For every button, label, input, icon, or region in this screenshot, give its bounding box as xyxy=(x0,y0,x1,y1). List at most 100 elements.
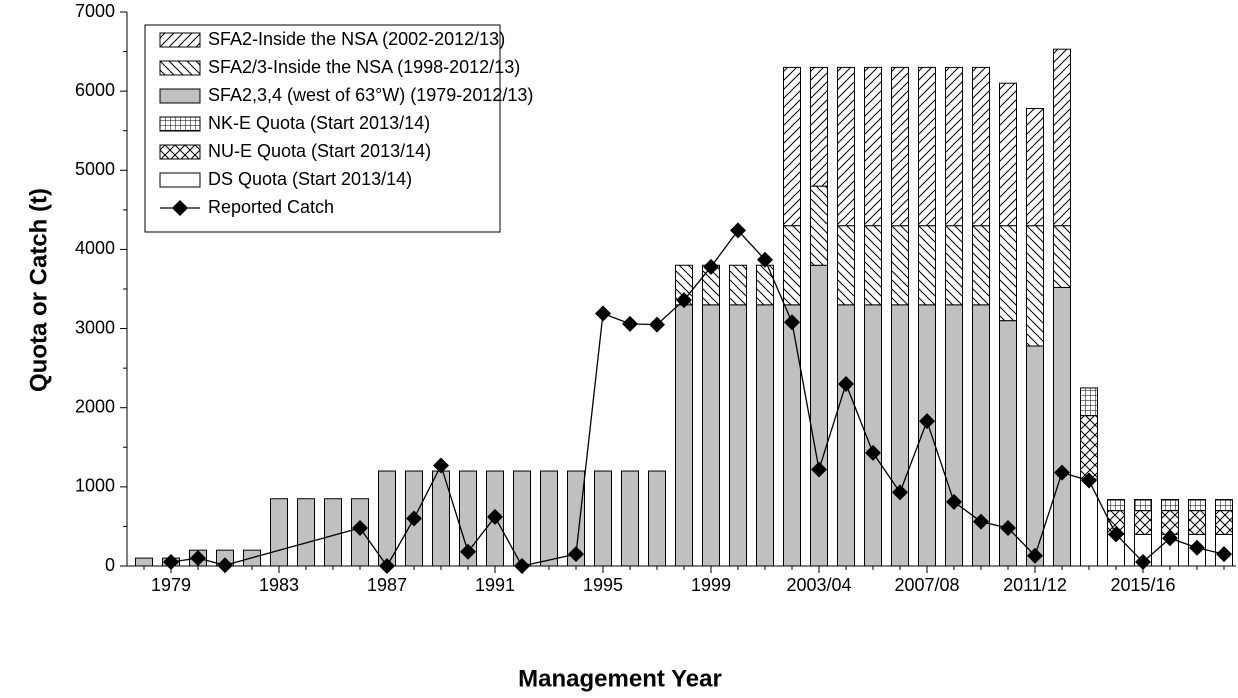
bar-segment xyxy=(1188,499,1206,512)
catch-marker xyxy=(1054,464,1070,481)
y-tick-label: 2000 xyxy=(75,396,115,416)
catch-marker xyxy=(730,222,746,239)
catch-line-segment xyxy=(683,266,712,301)
catch-line-segment xyxy=(1007,527,1036,557)
bar-segment xyxy=(648,470,666,567)
catch-marker xyxy=(1135,554,1151,571)
bar-segment xyxy=(918,66,936,227)
legend-swatch xyxy=(159,88,201,104)
bar-segment xyxy=(783,304,801,567)
catch-line-segment xyxy=(899,420,928,493)
bar-segment xyxy=(783,66,801,227)
catch-line-segment xyxy=(791,322,820,470)
x-tick-label: 2015/16 xyxy=(1110,575,1175,595)
legend-swatch xyxy=(159,116,201,132)
bar-segment xyxy=(999,225,1017,322)
legend-swatch xyxy=(159,60,201,76)
x-tick-label: 1983 xyxy=(259,575,299,595)
legend-label: SFA2-Inside the NSA (2002-2012/13) xyxy=(208,29,505,49)
bar-segment xyxy=(513,470,531,567)
y-tick-label: 0 xyxy=(105,555,115,575)
bar-segment xyxy=(1134,510,1152,535)
catch-marker xyxy=(784,314,800,331)
bar-segment xyxy=(1107,499,1125,512)
catch-marker xyxy=(163,554,179,571)
bar-segment xyxy=(837,225,855,306)
catch-marker xyxy=(352,520,368,537)
bar-segment xyxy=(1026,345,1044,567)
legend-label: DS Quota (Start 2013/14) xyxy=(208,169,412,189)
catch-line-segment xyxy=(386,518,415,567)
x-tick-label: 2011/12 xyxy=(1003,575,1067,595)
bar-segment xyxy=(1215,499,1233,512)
legend-box xyxy=(144,24,501,233)
legend-swatch xyxy=(159,144,201,160)
bar-segment xyxy=(999,82,1017,227)
bar-segment xyxy=(945,304,963,567)
bar-segment xyxy=(810,185,828,266)
catch-marker xyxy=(190,550,206,567)
bar-segment xyxy=(945,225,963,306)
bar-segment xyxy=(945,66,963,227)
bar-segment xyxy=(378,470,396,567)
legend-marker xyxy=(172,200,188,216)
catch-line-segment xyxy=(710,230,739,268)
x-tick-label: 1995 xyxy=(583,575,623,595)
y-tick-label: 5000 xyxy=(75,159,115,179)
y-axis-title: Quota or Catch (t) xyxy=(25,188,52,392)
bar-segment xyxy=(783,225,801,306)
y-tick-label: 1000 xyxy=(75,476,115,496)
catch-line-segment xyxy=(494,516,523,567)
bar-segment xyxy=(270,498,288,567)
catch-line-segment xyxy=(926,420,955,503)
catch-marker xyxy=(811,461,827,478)
catch-line-segment xyxy=(737,229,766,261)
catch-line-segment xyxy=(359,527,388,567)
legend-swatch xyxy=(159,32,201,48)
catch-marker xyxy=(703,258,719,275)
bar-segment xyxy=(1161,499,1179,512)
bar-segment xyxy=(594,470,612,567)
catch-marker xyxy=(379,558,395,574)
bar-segment xyxy=(324,498,342,567)
catch-marker xyxy=(919,413,935,430)
bar-segment xyxy=(918,225,936,306)
bar-segment xyxy=(459,470,477,567)
bar-segment xyxy=(1026,225,1044,347)
bar-segment xyxy=(567,470,585,567)
bar-segment xyxy=(756,304,774,567)
bar-segment xyxy=(729,304,747,567)
x-tick-label: 2003/04 xyxy=(786,575,851,595)
bar-segment xyxy=(1215,510,1233,535)
catch-line-segment xyxy=(656,299,685,326)
bar-segment xyxy=(864,304,882,567)
catch-marker xyxy=(1162,530,1178,547)
catch-line-segment xyxy=(1034,472,1063,556)
y-tick-label: 4000 xyxy=(75,238,115,258)
bar-segment xyxy=(621,470,639,567)
bar-segment xyxy=(729,264,747,306)
bar-segment xyxy=(756,264,774,306)
bar-segment xyxy=(810,264,828,567)
catch-line-segment xyxy=(1115,533,1144,563)
bar-segment xyxy=(1026,108,1044,227)
catch-line-segment xyxy=(521,553,577,567)
bar-segment xyxy=(540,470,558,567)
x-tick-label: 1979 xyxy=(151,575,191,595)
bar-segment xyxy=(972,225,990,306)
catch-marker xyxy=(460,543,476,560)
bar-segment xyxy=(891,225,909,306)
legend-label: NK-E Quota (Start 2013/14) xyxy=(208,113,430,133)
legend-label: SFA2/3-Inside the NSA (1998-2012/13) xyxy=(208,57,520,77)
y-tick-label: 3000 xyxy=(75,317,115,337)
catch-marker xyxy=(406,510,422,527)
catch-line-segment xyxy=(818,383,847,470)
catch-marker xyxy=(865,444,881,461)
bar-segment xyxy=(837,304,855,567)
x-tick-label: 1999 xyxy=(691,575,731,595)
catch-marker xyxy=(622,315,638,332)
catch-marker xyxy=(973,513,989,530)
y-tick-label: 6000 xyxy=(75,80,115,100)
bar-segment xyxy=(1080,415,1098,480)
